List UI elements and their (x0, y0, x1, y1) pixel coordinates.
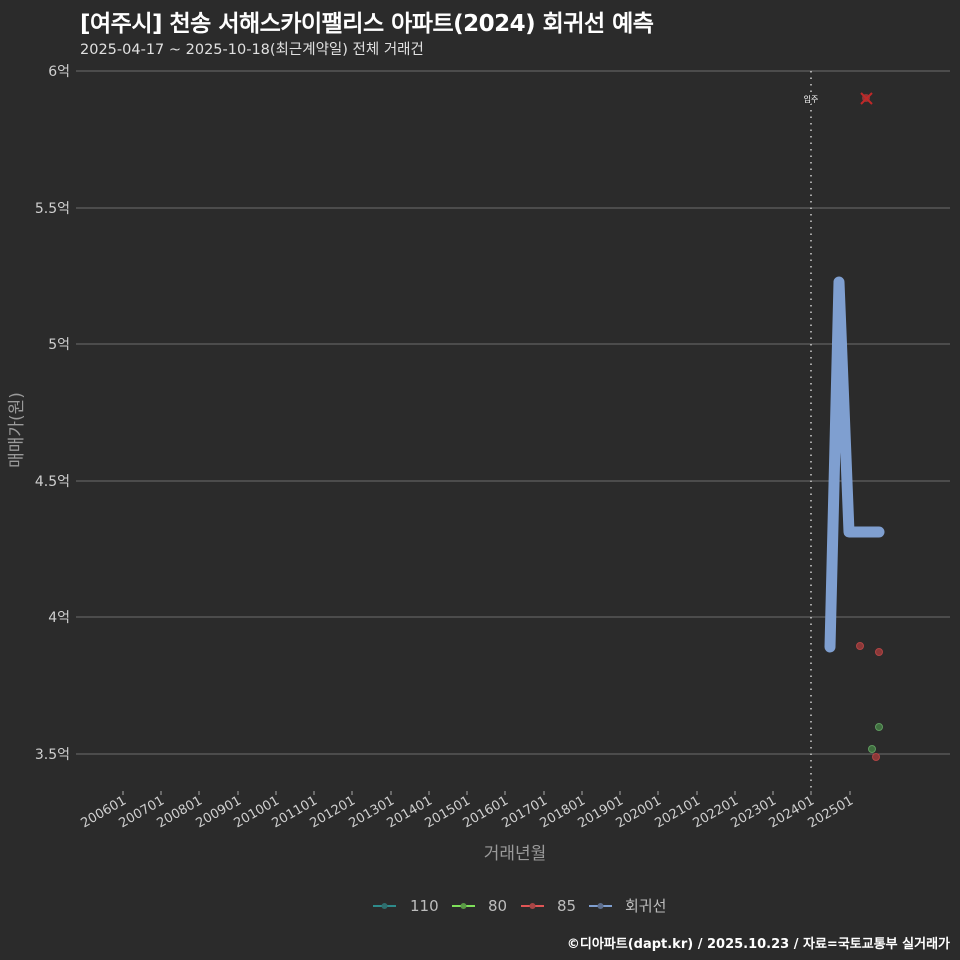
svg-text:202501: 202501 (806, 793, 856, 831)
svg-text:80: 80 (488, 897, 507, 915)
chart-subtitle: 2025-04-17 ~ 2025-10-18(최근계약일) 전체 거래건 (80, 42, 424, 58)
svg-text:110: 110 (410, 897, 439, 915)
legend-item-80: 80 (452, 897, 507, 915)
scatter-85 (856, 642, 883, 761)
svg-text:6억: 6억 (48, 64, 70, 80)
svg-text:5억: 5억 (48, 337, 70, 353)
chart-title: [여주시] 천송 서해스카이팰리스 아파트(2024) 회귀선 예측 (80, 11, 654, 37)
scatter-80 (868, 723, 883, 753)
move-in-label: 입주 (804, 95, 819, 104)
y-gridlines (76, 70, 950, 755)
x-ticks (122, 791, 851, 795)
x-tick-labels: 200601 200701 200801 200901 201001 20110… (79, 793, 856, 831)
y-axis-title: 매매가(원) (7, 392, 27, 468)
source-caption: ©디아파트(dapt.kr) / 2025.10.23 / 자료=국토교통부 실… (566, 937, 950, 952)
legend-item-regression: 회귀선 (589, 897, 666, 915)
x-axis-title: 거래년월 (484, 844, 547, 864)
svg-text:4.5억: 4.5억 (35, 474, 70, 490)
outlier-x-marker (860, 92, 873, 105)
svg-text:5.5억: 5.5억 (35, 201, 70, 217)
regression-line (824, 276, 885, 653)
legend: 110 80 85 회귀선 (373, 897, 666, 915)
legend-item-85: 85 (521, 897, 576, 915)
svg-text:85: 85 (557, 897, 576, 915)
legend-item-110: 110 (373, 897, 439, 915)
svg-text:3.5억: 3.5억 (35, 747, 70, 763)
svg-text:4억: 4억 (48, 610, 70, 626)
svg-text:회귀선: 회귀선 (625, 897, 666, 915)
y-tick-labels: 6억 5.5억 5억 4.5억 4억 3.5억 (35, 64, 70, 763)
